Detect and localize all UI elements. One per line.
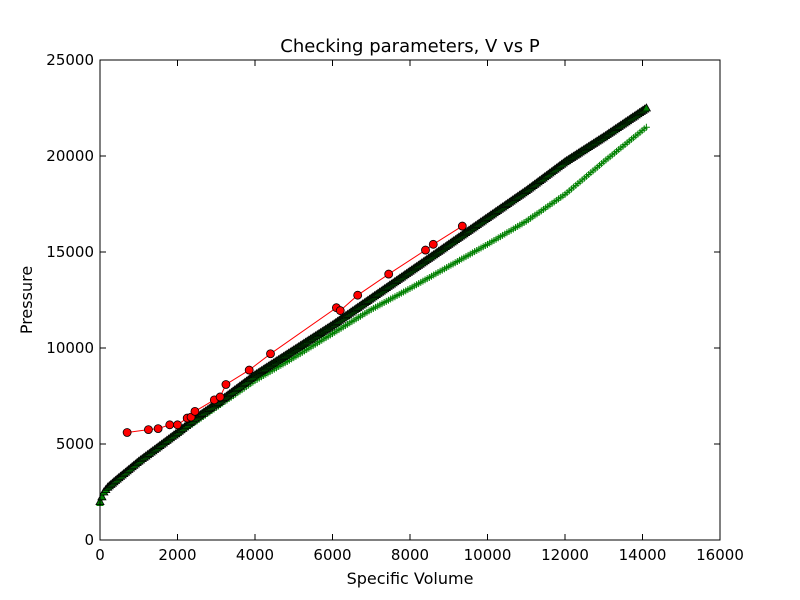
data-point xyxy=(244,365,254,375)
series-line xyxy=(99,126,647,506)
y-axis-label: Pressure xyxy=(17,266,36,334)
data-point xyxy=(335,306,345,315)
x-tick-label: 16000 xyxy=(696,546,744,564)
x-tick-label: 12000 xyxy=(541,546,589,564)
data-point xyxy=(215,392,225,402)
x-tick-label: 8000 xyxy=(391,546,429,564)
y-tick-label: 5000 xyxy=(56,435,94,453)
data-point xyxy=(221,380,231,389)
chart-title: Checking parameters, V vs P xyxy=(280,36,540,57)
data-point xyxy=(173,420,182,430)
data-point xyxy=(641,103,652,112)
x-tick-label: 14000 xyxy=(619,546,667,564)
data-point xyxy=(384,269,394,279)
data-point xyxy=(428,239,438,249)
series-triangle-markers xyxy=(95,103,652,505)
data-point xyxy=(144,425,153,435)
y-tick-label: 25000 xyxy=(46,51,94,69)
data-point xyxy=(266,349,275,359)
y-tick-label: 10000 xyxy=(46,339,94,357)
plot-frame xyxy=(99,59,721,541)
x-tick-label: 6000 xyxy=(313,546,351,564)
x-axis-label: Specific Volume xyxy=(347,569,474,588)
data-point xyxy=(421,245,430,255)
data-point xyxy=(165,420,175,430)
x-tick-label: 4000 xyxy=(236,546,274,564)
y-tick-label: 0 xyxy=(84,531,94,549)
y-tick-label: 20000 xyxy=(46,147,94,165)
series-line xyxy=(127,225,463,433)
y-tick-label: 15000 xyxy=(46,243,94,261)
series-layer xyxy=(95,103,652,509)
x-tick-label: 10000 xyxy=(464,546,512,564)
x-tick-label: 0 xyxy=(95,546,105,564)
data-point xyxy=(353,290,363,300)
series-plus-markers xyxy=(96,123,650,509)
data-point xyxy=(153,424,163,434)
series-circle-line xyxy=(122,221,467,437)
data-point xyxy=(642,123,650,131)
data-point xyxy=(122,428,132,437)
data-point xyxy=(457,221,467,231)
x-tick-label: 2000 xyxy=(158,546,196,564)
ticks-layer: 0 2000 4000 6000 8000 10000 12000 14000 16000 0 50… xyxy=(46,51,744,564)
data-point xyxy=(190,406,200,416)
